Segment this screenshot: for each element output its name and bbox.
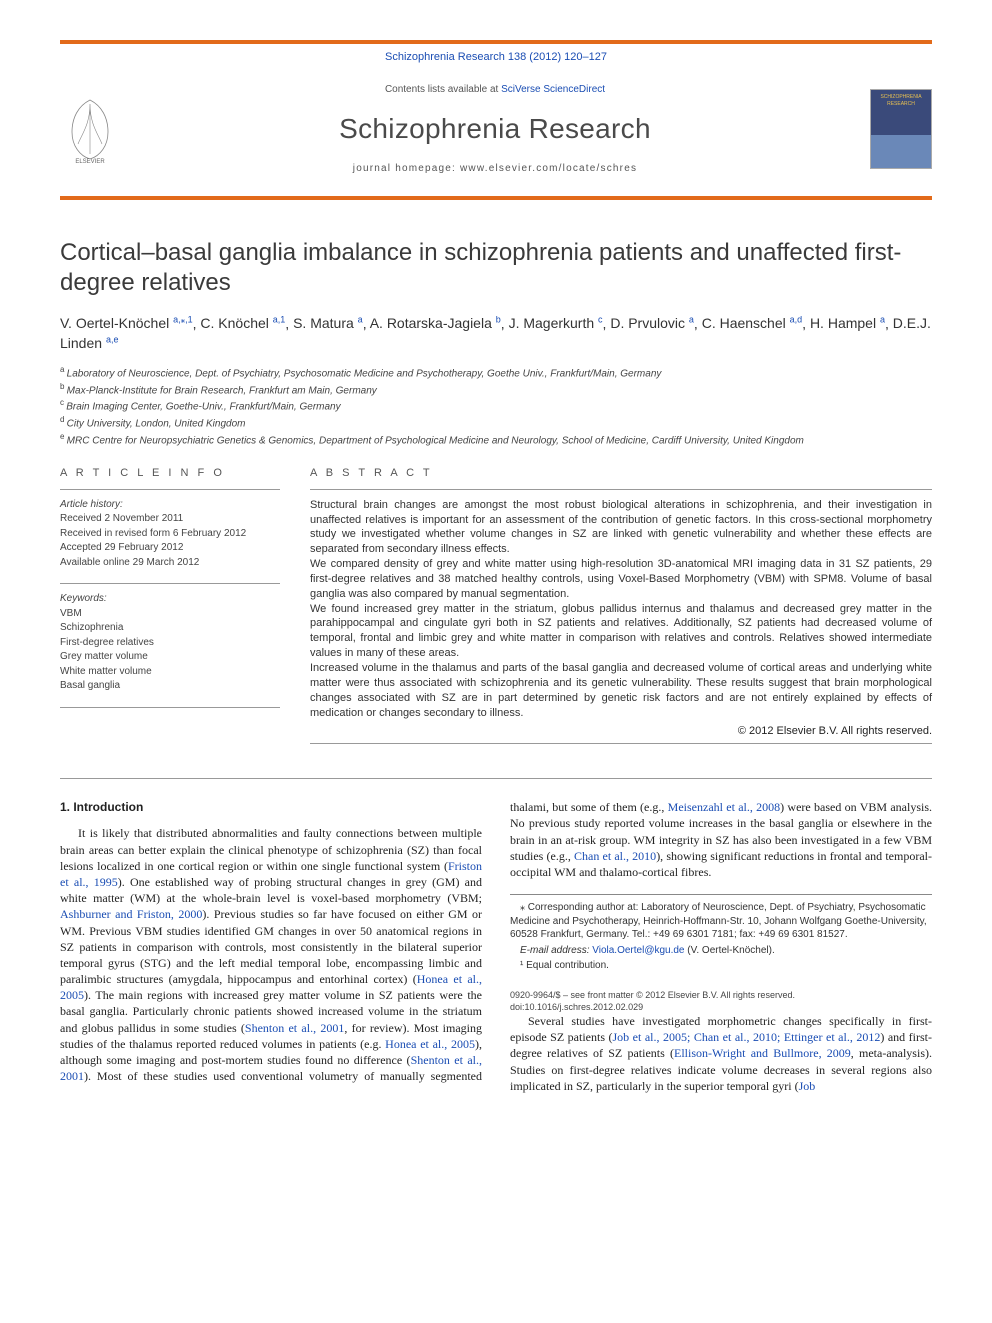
article-title: Cortical–basal ganglia imbalance in schi… — [60, 238, 932, 298]
keywords-label: Keywords: — [60, 592, 280, 606]
author: V. Oertel-Knöchel a,⁎,1 — [60, 315, 193, 331]
journal-cover-thumbnail: SCHIZOPHRENIA RESEARCH — [870, 89, 932, 169]
author-affiliation-marker: a — [880, 315, 885, 325]
abstract-heading: A B S T R A C T — [310, 466, 932, 481]
abstract-paragraph: We found increased grey matter in the st… — [310, 602, 932, 661]
affiliations: a Laboratory of Neuroscience, Dept. of P… — [60, 365, 932, 448]
body-columns: 1. Introduction It is likely that distri… — [60, 799, 932, 1094]
author: J. Magerkurth c — [509, 315, 603, 331]
journal-homepage: journal homepage: www.elsevier.com/locat… — [140, 162, 850, 176]
intro-heading: 1. Introduction — [60, 799, 482, 815]
divider — [60, 583, 280, 584]
citation-link[interactable]: Ashburner and Friston, 2000 — [60, 907, 202, 921]
author-affiliation-marker: a,1 — [273, 315, 286, 325]
keyword: VBM — [60, 607, 280, 621]
doi-line: doi:10.1016/j.schres.2012.02.029 — [510, 1001, 932, 1013]
author: S. Matura a — [293, 315, 363, 331]
history-line: Available online 29 March 2012 — [60, 556, 280, 570]
abstract-column: A B S T R A C T Structural brain changes… — [310, 466, 932, 752]
citation-link[interactable]: Chan et al., 2010 — [574, 849, 656, 863]
abstract-paragraph: We compared density of grey and white ma… — [310, 557, 932, 602]
author-affiliation-marker: a — [358, 315, 363, 325]
issn-line: 0920-9964/$ – see front matter © 2012 El… — [510, 989, 932, 1001]
keyword: Schizophrenia — [60, 621, 280, 635]
citation-link[interactable]: Ellison-Wright and Bullmore, 2009 — [674, 1046, 851, 1060]
author-affiliation-marker: a,d — [790, 315, 803, 325]
affiliation-line: a Laboratory of Neuroscience, Dept. of P… — [60, 365, 932, 381]
author: A. Rotarska-Jagiela b — [370, 315, 501, 331]
affiliation-line: c Brain Imaging Center, Goethe-Univ., Fr… — [60, 398, 932, 414]
divider — [60, 707, 280, 708]
author-affiliation-marker: a — [689, 315, 694, 325]
citation-link[interactable]: Job — [799, 1079, 816, 1093]
equal-contribution-note: ¹ Equal contribution. — [510, 959, 932, 973]
elsevier-logo: ELSEVIER — [60, 94, 120, 164]
abstract-copyright: © 2012 Elsevier B.V. All rights reserved… — [310, 724, 932, 739]
author-affiliation-marker: c — [598, 315, 603, 325]
divider — [310, 489, 932, 490]
affiliation-line: e MRC Centre for Neuropsychiatric Geneti… — [60, 432, 932, 448]
history-line: Received in revised form 6 February 2012 — [60, 527, 280, 541]
affiliation-line: b Max-Planck-Institute for Brain Researc… — [60, 382, 932, 398]
article-info-heading: A R T I C L E I N F O — [60, 466, 280, 481]
cover-label: SCHIZOPHRENIA RESEARCH — [880, 94, 921, 107]
author: C. Knöchel a,1 — [200, 315, 285, 331]
author-affiliation-marker: b — [496, 315, 501, 325]
footnotes: ⁎ Corresponding author at: Laboratory of… — [510, 894, 932, 973]
article-info-column: A R T I C L E I N F O Article history: R… — [60, 466, 280, 752]
email-link[interactable]: Viola.Oertel@kgu.de — [592, 945, 684, 956]
body-paragraph: Several studies have investigated morpho… — [510, 1013, 932, 1094]
citation-link[interactable]: Shenton et al., 2001 — [245, 1021, 344, 1035]
history-line: Received 2 November 2011 — [60, 512, 280, 526]
email-line: E-mail address: Viola.Oertel@kgu.de (V. … — [510, 944, 932, 958]
divider — [60, 778, 932, 779]
keywords-block: Keywords: VBMSchizophreniaFirst-degree r… — [60, 592, 280, 693]
citation-link[interactable]: Honea et al., 2005 — [385, 1037, 475, 1051]
author-affiliation-marker: a,e — [106, 334, 119, 344]
abstract-paragraph: Increased volume in the thalamus and par… — [310, 661, 932, 720]
history-line: Accepted 29 February 2012 — [60, 541, 280, 555]
author: D. Prvulovic a — [610, 315, 694, 331]
author-list: V. Oertel-Knöchel a,⁎,1, C. Knöchel a,1,… — [60, 314, 932, 353]
sciencedirect-link[interactable]: SciVerse ScienceDirect — [501, 84, 605, 95]
keyword: Basal ganglia — [60, 679, 280, 693]
svg-text:ELSEVIER: ELSEVIER — [75, 159, 105, 164]
journal-name: Schizophrenia Research — [140, 110, 850, 148]
top-accent-bar — [60, 40, 932, 44]
keyword: First-degree relatives — [60, 636, 280, 650]
divider — [310, 743, 932, 744]
corresponding-author-note: ⁎ Corresponding author at: Laboratory of… — [510, 901, 932, 942]
homepage-prefix: journal homepage: — [353, 163, 460, 174]
keyword: White matter volume — [60, 665, 280, 679]
author-affiliation-marker: a,⁎,1 — [173, 315, 193, 325]
affiliation-line: d City University, London, United Kingdo… — [60, 415, 932, 431]
article-history: Article history: Received 2 November 201… — [60, 498, 280, 570]
citation-link[interactable]: Job et al., 2005; Chan et al., 2010; Ett… — [613, 1030, 881, 1044]
history-label: Article history: — [60, 498, 280, 512]
keyword: Grey matter volume — [60, 650, 280, 664]
author: C. Haenschel a,d — [702, 315, 802, 331]
contents-prefix: Contents lists available at — [385, 84, 501, 95]
journal-reference: Schizophrenia Research 138 (2012) 120–12… — [60, 50, 932, 65]
citation-link[interactable]: Meisenzahl et al., 2008 — [668, 800, 780, 814]
author: H. Hampel a — [810, 315, 885, 331]
homepage-url[interactable]: www.elsevier.com/locate/schres — [460, 163, 637, 174]
abstract-paragraph: Structural brain changes are amongst the… — [310, 498, 932, 557]
divider — [60, 489, 280, 490]
bottom-accent-bar — [60, 196, 932, 200]
contents-line: Contents lists available at SciVerse Sci… — [140, 83, 850, 97]
abstract-text: Structural brain changes are amongst the… — [310, 498, 932, 721]
page-footer: 0920-9964/$ – see front matter © 2012 El… — [510, 989, 932, 1013]
masthead: ELSEVIER Contents lists available at Sci… — [60, 79, 932, 186]
